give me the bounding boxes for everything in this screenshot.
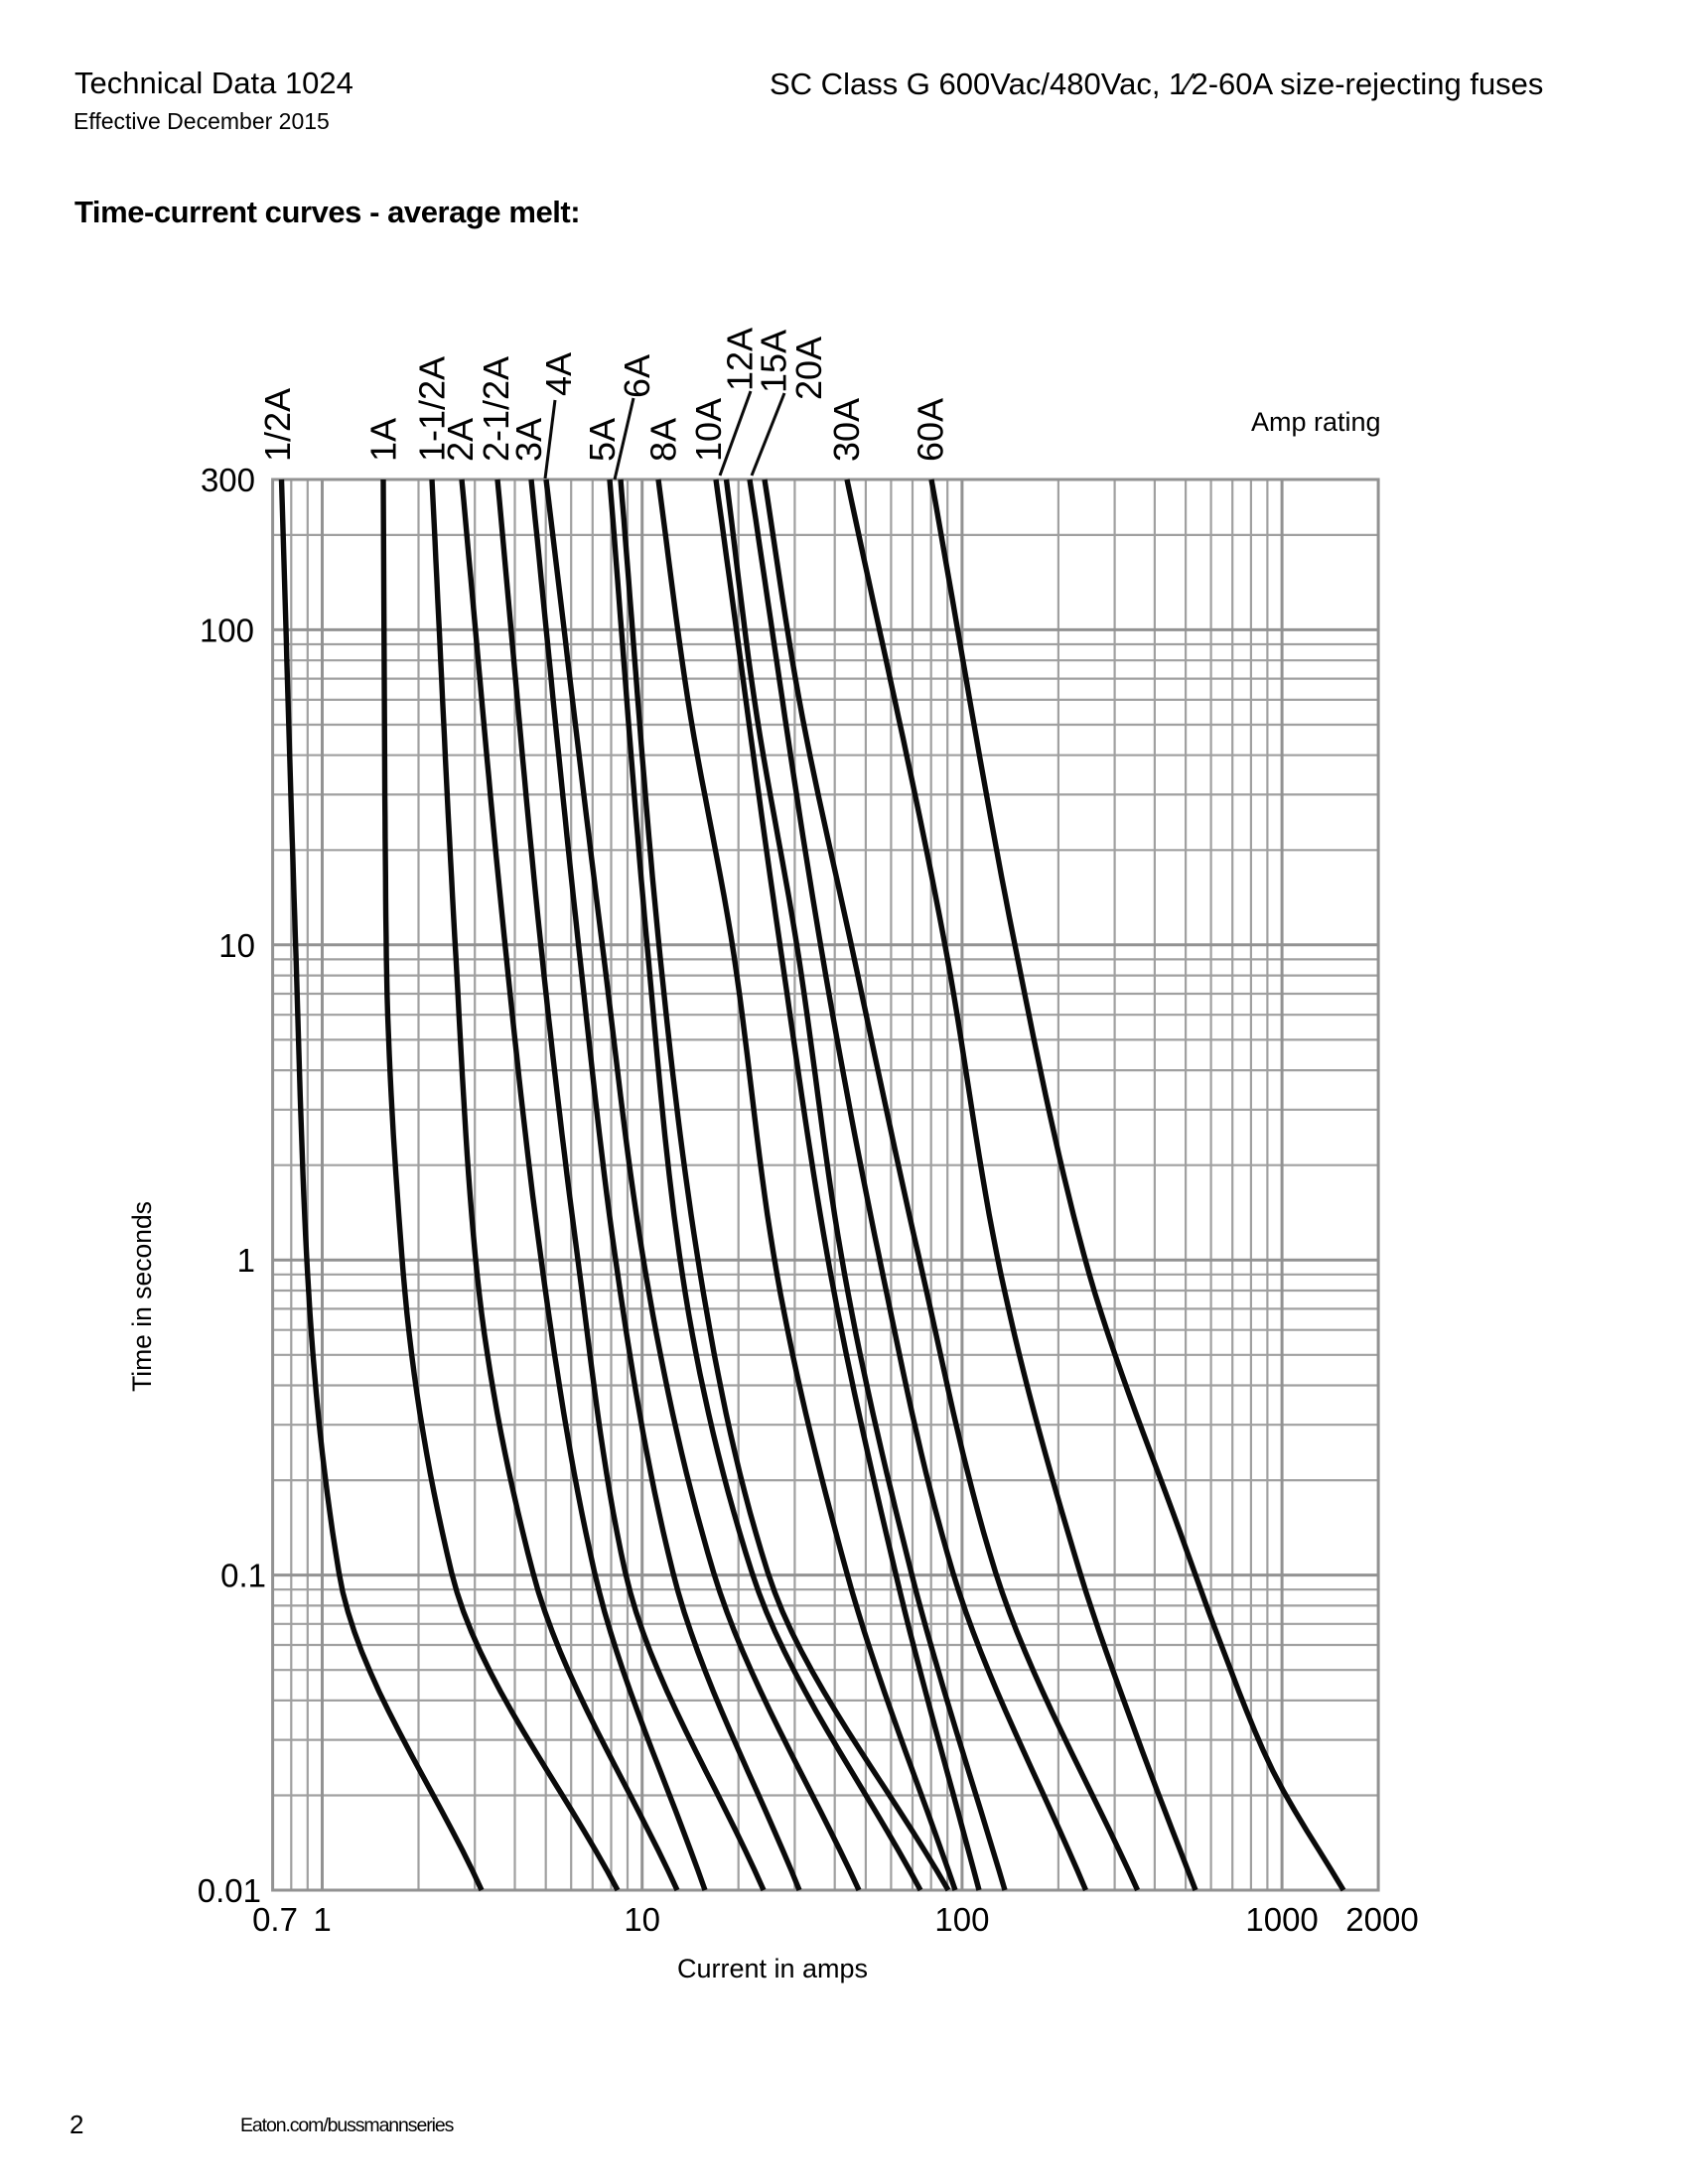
svg-text:1A: 1A xyxy=(363,418,404,462)
svg-text:10: 10 xyxy=(218,927,255,964)
svg-text:SC Class G 600Vac/480Vac, 1⁄2-: SC Class G 600Vac/480Vac, 1⁄2-60A size-r… xyxy=(770,67,1543,101)
svg-text:300: 300 xyxy=(201,462,255,498)
svg-text:1: 1 xyxy=(313,1901,331,1938)
svg-text:10A: 10A xyxy=(688,398,729,462)
svg-text:1/2A: 1/2A xyxy=(257,388,298,462)
svg-text:0.1: 0.1 xyxy=(220,1558,266,1594)
svg-text:Eaton.com/bussmannseries: Eaton.com/bussmannseries xyxy=(240,2115,455,2136)
svg-text:1-1/2A: 1-1/2A xyxy=(411,356,452,462)
svg-text:1: 1 xyxy=(237,1242,255,1279)
svg-text:Amp rating: Amp rating xyxy=(1251,407,1381,437)
svg-text:0.01: 0.01 xyxy=(198,1872,261,1909)
svg-text:3A: 3A xyxy=(508,418,549,462)
svg-text:2-1/2A: 2-1/2A xyxy=(476,356,516,462)
svg-text:4A: 4A xyxy=(538,352,579,396)
svg-text:0.7: 0.7 xyxy=(252,1901,298,1938)
svg-text:Effective December 2015: Effective December 2015 xyxy=(73,108,330,134)
svg-text:60A: 60A xyxy=(910,398,950,462)
svg-text:5A: 5A xyxy=(582,418,623,462)
svg-text:100: 100 xyxy=(200,612,254,648)
svg-text:2: 2 xyxy=(70,2110,83,2139)
svg-text:6A: 6A xyxy=(617,354,657,398)
svg-text:20A: 20A xyxy=(788,337,829,400)
svg-text:Time in seconds: Time in seconds xyxy=(127,1201,157,1392)
svg-text:12A: 12A xyxy=(720,328,761,391)
svg-text:2A: 2A xyxy=(440,418,481,462)
svg-text:8A: 8A xyxy=(643,418,684,462)
svg-text:Technical Data 1024: Technical Data 1024 xyxy=(74,66,353,100)
svg-text:1000: 1000 xyxy=(1245,1901,1318,1938)
svg-text:30A: 30A xyxy=(826,398,867,462)
svg-text:100: 100 xyxy=(934,1901,989,1938)
svg-text:Time-current curves - average: Time-current curves - average melt: xyxy=(74,195,580,229)
svg-text:10: 10 xyxy=(624,1901,660,1938)
svg-text:Current in amps: Current in amps xyxy=(677,1954,868,1983)
svg-text:2000: 2000 xyxy=(1345,1901,1418,1938)
svg-text:15A: 15A xyxy=(753,330,793,393)
